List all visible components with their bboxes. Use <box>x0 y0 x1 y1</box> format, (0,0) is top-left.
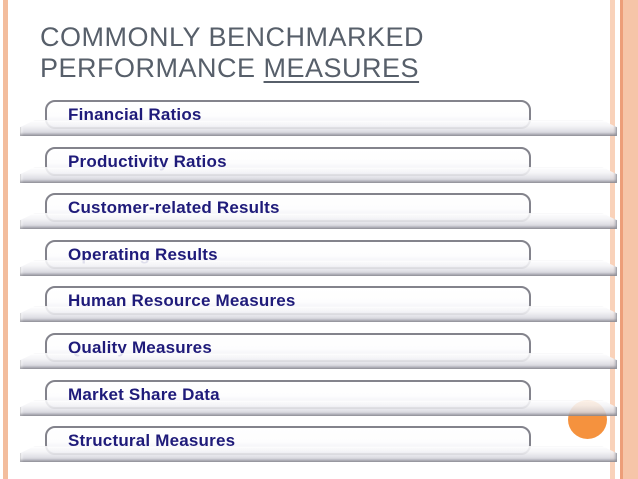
item-label: Productivity Ratios <box>68 151 227 171</box>
item-label: Customer-related Results <box>68 197 280 217</box>
item-shelf-bar <box>20 446 617 462</box>
list-item: Human Resource Measures <box>0 286 638 326</box>
item-shelf-bar <box>20 120 617 136</box>
item-shelf-bar <box>20 260 617 276</box>
item-label: Structural Measures <box>68 430 236 450</box>
list-item: Quality Measures <box>0 333 638 373</box>
slide-title-line2: PERFORMANCE MEASURES <box>40 53 420 83</box>
list-item: Financial Ratios <box>0 100 638 140</box>
item-label: Human Resource Measures <box>68 290 296 310</box>
underlined-word: MEASURES <box>263 53 420 83</box>
right-border-thin-stripe <box>610 0 615 479</box>
slide-title-line1: COMMONLY BENCHMARKED <box>40 22 425 52</box>
left-border-stripe <box>3 0 8 479</box>
item-label: Quality Measures <box>68 337 212 357</box>
item-shelf-bar <box>20 213 617 229</box>
list-item: Customer-related Results <box>0 193 638 233</box>
item-shelf-bar <box>20 306 617 322</box>
list-item: Productivity Ratios <box>0 147 638 187</box>
slide-title: COMMONLY BENCHMARKED PERFORMANCE MEASURE… <box>40 22 424 84</box>
item-label: Operating Results <box>68 244 218 264</box>
item-shelf-bar <box>20 353 617 369</box>
list-item: Market Share Data <box>0 380 638 420</box>
item-shelf-bar <box>20 400 617 416</box>
list-item: Operating Results <box>0 240 638 280</box>
right-border-band <box>620 0 638 479</box>
list-item: Structural Measures <box>0 426 638 466</box>
item-label: Market Share Data <box>68 384 220 404</box>
item-label: Financial Ratios <box>68 104 202 124</box>
item-shelf-bar <box>20 167 617 183</box>
